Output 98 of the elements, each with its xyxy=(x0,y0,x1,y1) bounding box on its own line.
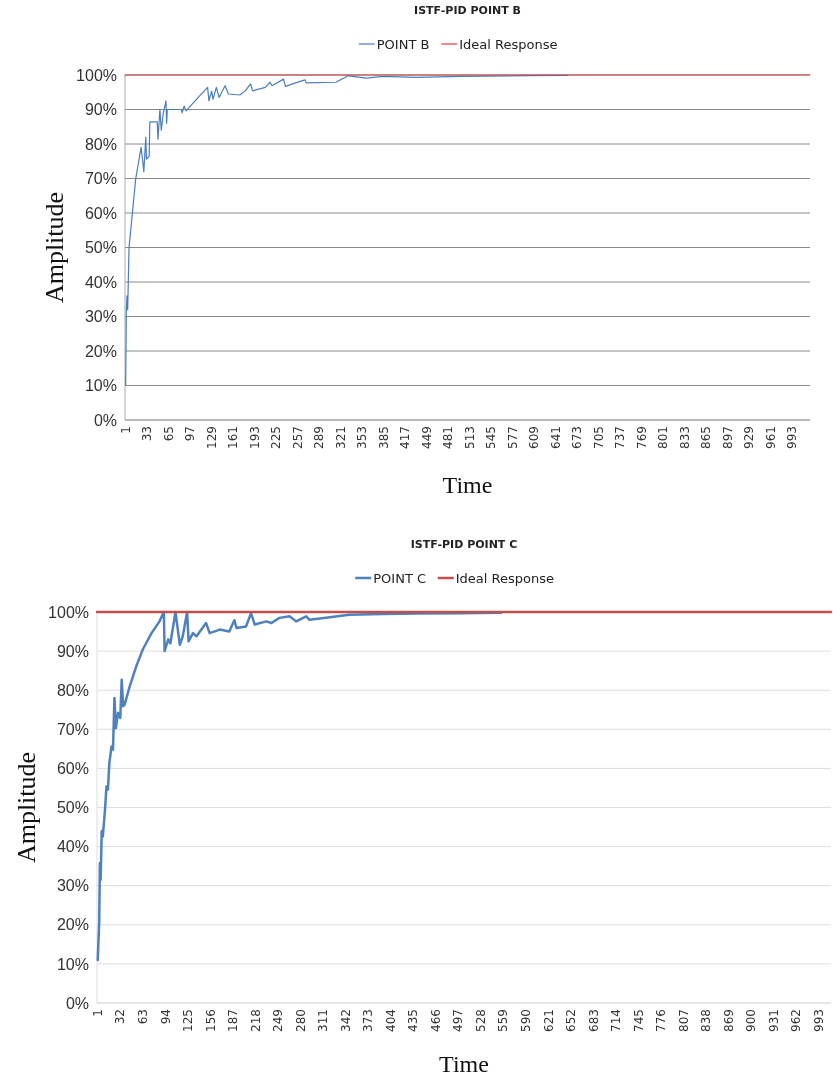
x-tick-label: 993 xyxy=(785,426,800,449)
x-tick-label: 125 xyxy=(181,1009,196,1032)
x-tick-label: 929 xyxy=(742,426,757,449)
x-tick-label: 621 xyxy=(541,1009,556,1032)
x-tick-label: 481 xyxy=(441,426,456,449)
x-tick-label: 962 xyxy=(789,1009,804,1032)
x-tick-label: 225 xyxy=(269,426,284,449)
x-tick-label: 528 xyxy=(473,1009,488,1032)
x-tick-label: 807 xyxy=(676,1009,691,1032)
x-tick-label: 33 xyxy=(140,426,155,442)
x-tick-label: 385 xyxy=(376,426,391,449)
y-tick-label: 60% xyxy=(56,760,89,777)
x-tick-label: 513 xyxy=(462,426,477,449)
y-axis-title: Amplitude xyxy=(12,751,41,864)
x-tick-label: 961 xyxy=(763,426,778,449)
y-tick-label: 80% xyxy=(84,135,117,153)
x-tick-label: 218 xyxy=(248,1009,263,1032)
x-tick-label: 321 xyxy=(333,426,348,449)
y-tick-label: 0% xyxy=(93,411,117,429)
x-tick-label: 838 xyxy=(699,1009,714,1032)
x-tick-label: 641 xyxy=(548,426,563,449)
x-tick-label: 590 xyxy=(518,1009,533,1032)
x-tick-label: 63 xyxy=(135,1009,150,1025)
x-tick-label: 373 xyxy=(361,1009,376,1032)
y-tick-label: 10% xyxy=(84,377,117,395)
y-tick-label: 70% xyxy=(84,170,117,188)
x-tick-label: 311 xyxy=(316,1009,331,1032)
y-tick-label: 40% xyxy=(56,838,89,856)
x-tick-label: 417 xyxy=(398,426,413,449)
x-axis-title: Time xyxy=(442,472,493,498)
x-tick-label: 280 xyxy=(293,1009,308,1032)
x-tick-label: 353 xyxy=(355,426,370,449)
x-tick-label: 714 xyxy=(609,1009,624,1032)
x-tick-label: 673 xyxy=(570,426,585,449)
y-tick-label: 20% xyxy=(84,342,117,360)
x-tick-label: 865 xyxy=(699,426,714,449)
x-tick-label: 449 xyxy=(419,426,434,449)
x-tick-label: 129 xyxy=(204,426,219,449)
x-axis-title: Time xyxy=(439,1051,489,1077)
x-tick-label: 897 xyxy=(720,426,735,449)
x-tick-label: 545 xyxy=(484,426,499,449)
y-tick-label: 50% xyxy=(56,799,89,817)
x-tick-label: 1 xyxy=(90,1009,105,1017)
legend-label: Ideal Response xyxy=(459,37,558,52)
x-tick-label: 497 xyxy=(451,1009,466,1032)
y-tick-label: 20% xyxy=(56,916,89,934)
x-tick-label: 249 xyxy=(271,1009,286,1032)
y-tick-label: 10% xyxy=(56,955,89,973)
legend-label: POINT B xyxy=(376,37,430,52)
y-tick-label: 100% xyxy=(76,66,117,84)
x-tick-label: 161 xyxy=(226,426,241,449)
x-tick-label: 683 xyxy=(586,1009,601,1032)
x-tick-label: 187 xyxy=(226,1009,241,1032)
x-tick-label: 193 xyxy=(247,426,262,449)
y-tick-label: 80% xyxy=(56,681,89,699)
x-tick-label: 931 xyxy=(766,1009,781,1032)
x-tick-label: 900 xyxy=(744,1009,759,1032)
legend-label: Ideal Response xyxy=(455,571,554,586)
y-tick-label: 0% xyxy=(65,994,89,1012)
x-tick-label: 342 xyxy=(338,1009,353,1032)
y-tick-label: 100% xyxy=(48,603,89,621)
legend-label: POINT C xyxy=(373,571,427,586)
x-tick-label: 769 xyxy=(634,426,649,449)
x-tick-label: 652 xyxy=(564,1009,579,1032)
x-tick-label: 833 xyxy=(677,426,692,449)
x-tick-label: 559 xyxy=(496,1009,511,1032)
y-tick-label: 40% xyxy=(84,273,117,291)
x-tick-label: 435 xyxy=(406,1009,421,1032)
x-tick-label: 577 xyxy=(505,426,520,449)
x-tick-label: 257 xyxy=(290,426,305,449)
x-tick-label: 97 xyxy=(183,426,198,442)
x-tick-label: 65 xyxy=(161,426,176,442)
x-tick-label: 609 xyxy=(527,426,542,449)
x-tick-label: 745 xyxy=(631,1009,646,1032)
x-tick-label: 737 xyxy=(613,426,628,449)
x-tick-label: 404 xyxy=(383,1009,398,1032)
y-tick-label: 90% xyxy=(56,642,89,660)
chart-title: ISTF-PID POINT C xyxy=(410,538,518,551)
x-tick-label: 94 xyxy=(158,1009,173,1025)
x-tick-label: 32 xyxy=(113,1009,128,1025)
y-tick-label: 50% xyxy=(84,239,117,257)
x-tick-label: 776 xyxy=(654,1009,669,1032)
line-series xyxy=(96,610,503,962)
x-tick-label: 289 xyxy=(312,426,327,449)
y-axis-title: Amplitude xyxy=(40,191,69,304)
y-tick-label: 30% xyxy=(84,308,117,326)
x-tick-label: 1 xyxy=(118,426,133,434)
x-tick-label: 705 xyxy=(591,426,606,449)
y-tick-label: 30% xyxy=(56,877,89,895)
y-tick-label: 70% xyxy=(56,720,89,738)
x-tick-label: 993 xyxy=(811,1009,826,1032)
x-tick-label: 466 xyxy=(428,1009,443,1032)
y-tick-label: 60% xyxy=(84,204,117,222)
y-tick-label: 90% xyxy=(84,101,117,119)
x-tick-label: 156 xyxy=(203,1009,218,1032)
chart-title: ISTF-PID POINT B xyxy=(414,4,521,17)
x-tick-label: 801 xyxy=(656,426,671,449)
x-tick-label: 869 xyxy=(721,1009,736,1032)
